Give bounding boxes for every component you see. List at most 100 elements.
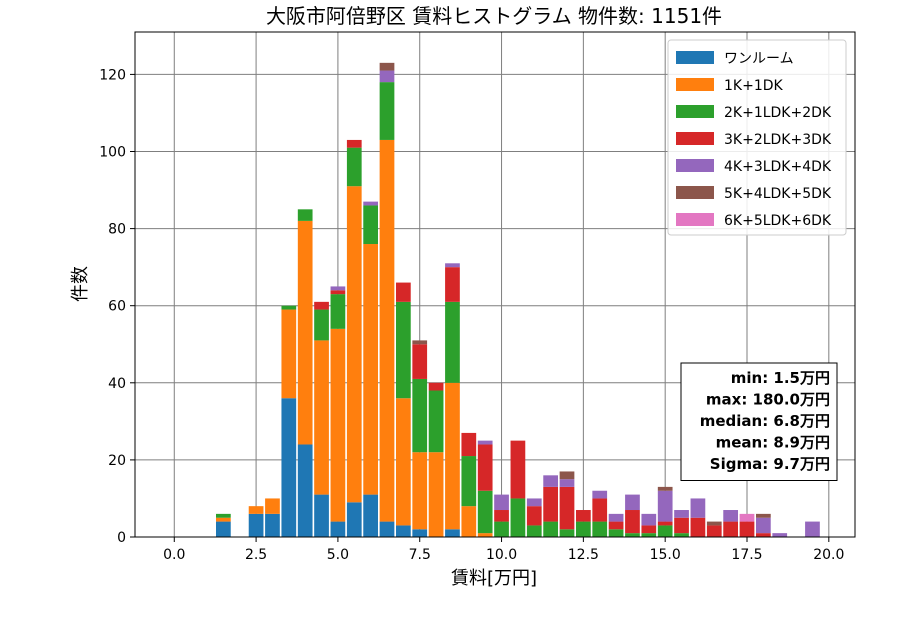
y-tick-label: 20 xyxy=(108,453,126,469)
legend-label: 1K+1DK xyxy=(724,78,784,94)
y-tick-label: 80 xyxy=(108,222,126,238)
bar-2-6 xyxy=(363,244,378,495)
stats-line: max: 180.0万円 xyxy=(706,391,830,409)
bar-4-17 xyxy=(723,521,738,537)
bar-3-12 xyxy=(559,529,575,537)
stats-line: min: 1.5万円 xyxy=(731,369,830,387)
y-tick-label: 100 xyxy=(99,145,126,161)
legend: ワンルーム 1K+1DK 2K+1LDK+2DK 3K+2LDK+3DK 4K+3LDK… xyxy=(667,39,847,236)
bar-2-9 xyxy=(461,506,477,537)
bar-1-7.5 xyxy=(412,529,428,537)
bar-5-15 xyxy=(657,490,673,522)
bar-6-16.5 xyxy=(706,521,722,526)
bar-1-4 xyxy=(297,444,313,537)
bar-3-6 xyxy=(363,205,378,245)
bar-1-4.5 xyxy=(314,494,329,537)
legend-label: ワンルーム xyxy=(724,51,794,67)
bar-3-8 xyxy=(428,390,444,453)
bar-3-3.5 xyxy=(281,305,297,310)
bar-3-14.5 xyxy=(641,533,657,537)
x-tick-label: 2.5 xyxy=(245,547,267,563)
bar-2-3 xyxy=(265,498,280,514)
bar-5-14 xyxy=(625,494,640,511)
bar-2-1.5 xyxy=(216,517,231,522)
bar-3-8.5 xyxy=(445,301,460,383)
stats-line: median: 6.8万円 xyxy=(700,412,830,430)
bar-4-8.5 xyxy=(445,267,460,302)
bar-4-15 xyxy=(657,521,673,526)
bar-4-9.5 xyxy=(477,444,493,491)
x-tick-label: 5.0 xyxy=(327,547,349,563)
bar-3-5.5 xyxy=(346,147,362,187)
x-tick-label: 10.0 xyxy=(486,547,517,563)
bar-3-7 xyxy=(396,301,411,399)
legend-label: 2K+1LDK+2DK xyxy=(724,105,832,121)
bar-2-8 xyxy=(428,452,444,537)
x-tick-label: 17.5 xyxy=(731,547,762,563)
bar-7-17.5 xyxy=(739,513,755,522)
plot-frame xyxy=(134,31,856,538)
legend-swatch xyxy=(676,159,714,172)
legend-swatch xyxy=(676,186,714,199)
chart-title: 大阪市阿倍野区 賃料ヒストグラム 物件数: 1151件 xyxy=(266,4,722,28)
bar-3-11 xyxy=(526,525,542,537)
y-ticks: 0 20 40 60 80 100 120 xyxy=(99,67,135,546)
bar-3-11.5 xyxy=(543,521,558,537)
bar-4-9 xyxy=(461,432,477,457)
bar-3-15 xyxy=(657,525,673,537)
legend-swatch xyxy=(676,132,714,145)
bar-4-14.5 xyxy=(641,525,657,534)
legend-swatch xyxy=(676,78,714,91)
bar-4-4.5 xyxy=(314,301,329,310)
bar-2-9.5 xyxy=(477,533,493,537)
bar-6-7.5 xyxy=(412,340,428,345)
bar-4-15.5 xyxy=(674,517,689,534)
bar-4-16.5 xyxy=(706,525,722,537)
bar-2-8.5 xyxy=(445,382,460,530)
bar-4-13 xyxy=(592,498,608,522)
bar-3-14 xyxy=(625,533,640,537)
bar-1-1.5 xyxy=(216,521,231,537)
bar-4-7.5 xyxy=(412,344,428,379)
bar-3-5 xyxy=(330,294,346,329)
bar-4-12.5 xyxy=(576,510,591,522)
bar-4-12 xyxy=(559,486,575,530)
x-tick-label: 15.0 xyxy=(650,547,681,563)
bar-4-17.5 xyxy=(739,521,755,537)
bar-6-15 xyxy=(657,486,673,491)
bar-4-10.5 xyxy=(510,440,526,499)
x-ticks: 0.0 2.5 5.0 7.5 10.0 12.5 15.0 17.5 20.0 xyxy=(163,537,844,563)
x-tick-label: 7.5 xyxy=(409,547,431,563)
bar-1-5 xyxy=(330,521,346,537)
bar-5-13.5 xyxy=(608,513,624,522)
bar-4-7 xyxy=(396,282,411,302)
bar-6-6.5 xyxy=(379,62,395,71)
bar-2-4.5 xyxy=(314,340,329,495)
bar-3-10.5 xyxy=(510,498,526,537)
legend-label: 4K+3LDK+4DK xyxy=(724,159,832,175)
bar-3-6.5 xyxy=(379,82,395,140)
bar-4-11 xyxy=(526,506,542,526)
legend-swatch xyxy=(676,105,714,118)
bar-1-5.5 xyxy=(346,502,362,537)
bar-5-16 xyxy=(690,498,706,518)
stats-frame xyxy=(680,362,838,481)
legend-label: 6K+5LDK+6DK xyxy=(724,213,832,229)
bar-3-7.5 xyxy=(412,378,428,453)
bar-4-8 xyxy=(428,382,444,391)
bar-5-14.5 xyxy=(641,513,657,526)
stats-line: mean: 8.9万円 xyxy=(716,434,830,452)
bar-2-6.5 xyxy=(379,139,395,522)
bar-6-12 xyxy=(559,471,575,480)
bar-4-14 xyxy=(625,510,640,534)
bar-5-8.5 xyxy=(445,263,460,268)
bar-2-7 xyxy=(396,398,411,526)
bar-4-10 xyxy=(494,510,509,522)
bar-1-3.5 xyxy=(281,398,297,537)
bar-2-5.5 xyxy=(346,186,362,503)
bar-5-5 xyxy=(330,286,346,291)
bar-3-1.5 xyxy=(216,513,231,518)
y-axis-label: 件数 xyxy=(70,266,91,302)
legend-label: 3K+2LDK+3DK xyxy=(724,132,832,148)
